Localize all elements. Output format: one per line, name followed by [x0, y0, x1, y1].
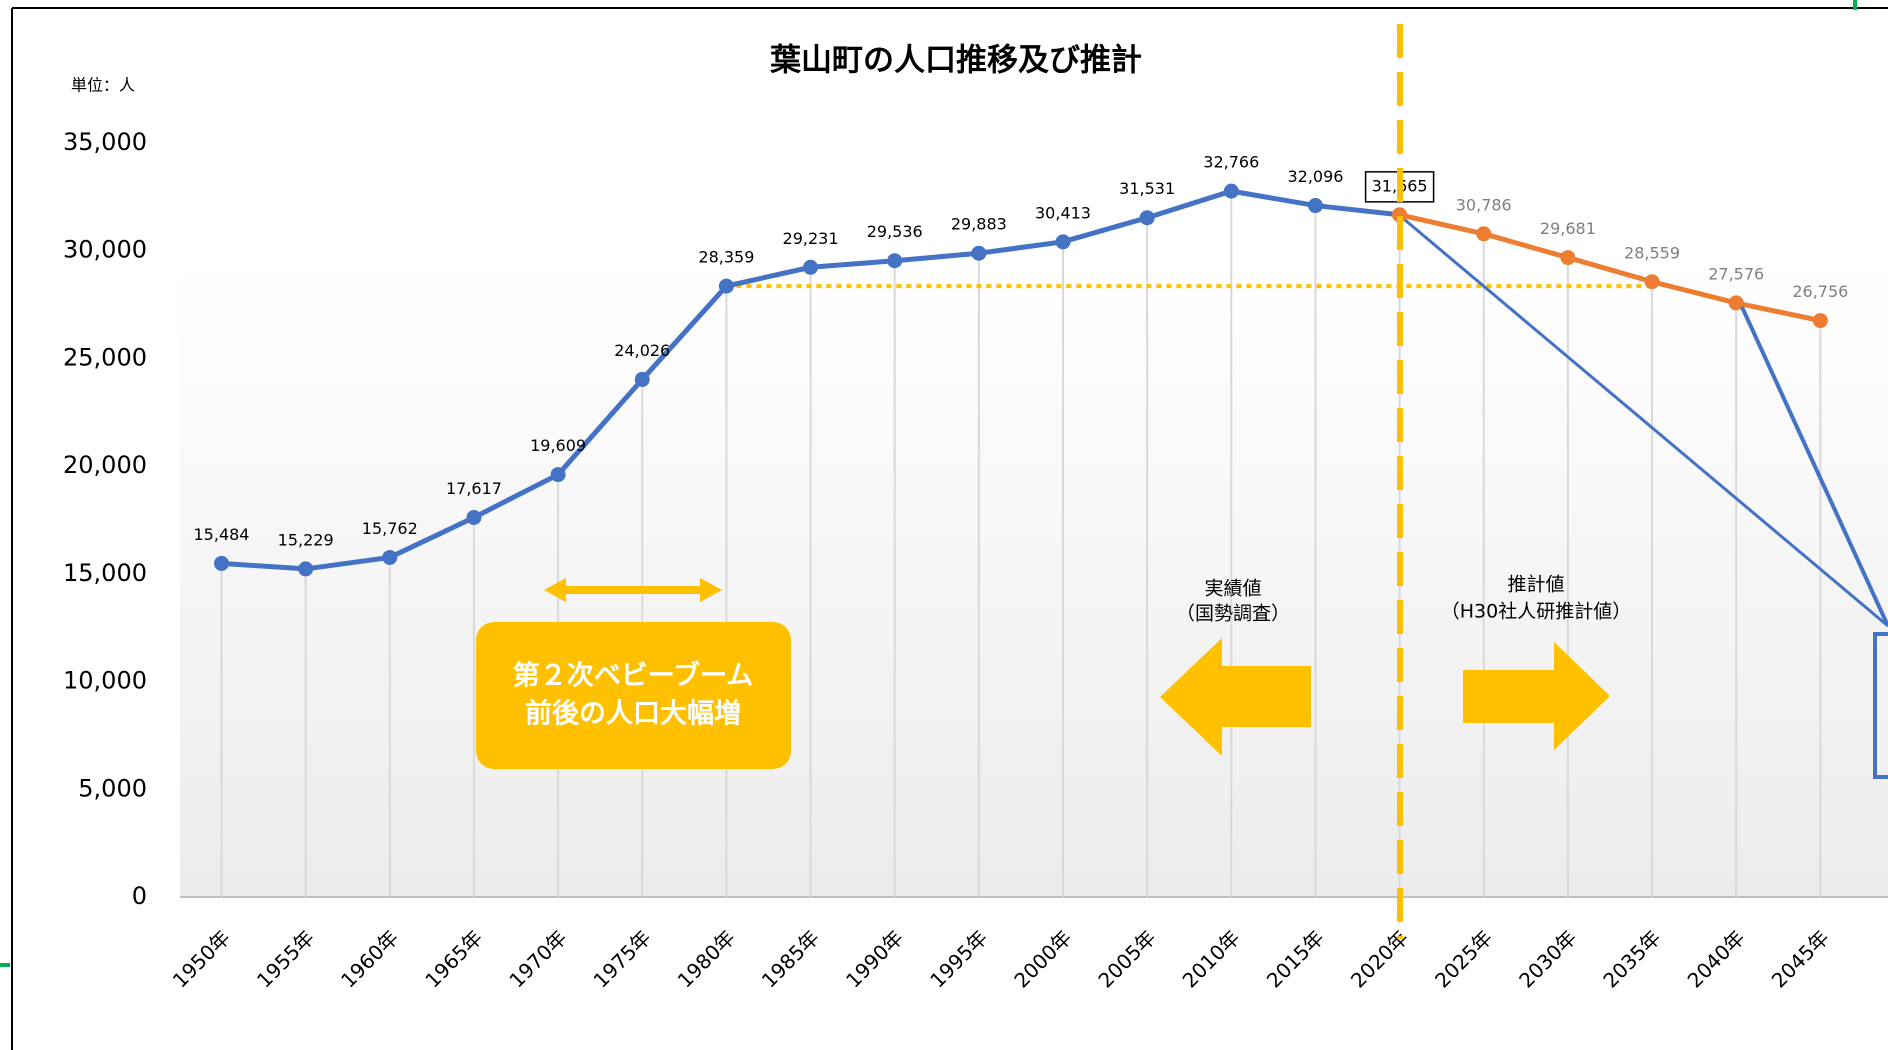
- data-label: 30,786: [1456, 195, 1512, 214]
- x-tick-label: 1950年: [168, 925, 235, 992]
- x-tick-label: 2005年: [1093, 925, 1160, 992]
- data-point: [1392, 207, 1408, 223]
- data-point: [634, 371, 650, 387]
- data-point: [382, 549, 398, 565]
- x-tick-label: 2015年: [1262, 925, 1329, 992]
- data-point: [1728, 295, 1744, 311]
- callout-line: [1740, 306, 1888, 627]
- y-tick-label: 0: [132, 882, 147, 910]
- y-tick-label: 30,000: [63, 236, 147, 264]
- data-label: 29,681: [1540, 219, 1596, 238]
- x-tick-label: 1960年: [336, 925, 403, 992]
- data-label: 19,609: [530, 436, 586, 455]
- data-point: [466, 509, 482, 525]
- annotation-text: 実績値: [1204, 578, 1261, 600]
- data-point: [718, 278, 734, 294]
- data-label: 32,766: [1203, 153, 1259, 172]
- data-label: 15,762: [362, 519, 418, 538]
- data-point: [1139, 210, 1155, 226]
- x-tick-label: 2045年: [1767, 925, 1834, 992]
- x-tick-label: 1965年: [420, 925, 487, 992]
- x-tick-label: 1995年: [925, 925, 992, 992]
- data-label: 29,536: [867, 222, 923, 241]
- x-tick-label: 1975年: [589, 925, 656, 992]
- data-label: 27,576: [1708, 264, 1764, 283]
- callout-box: [1873, 632, 1888, 779]
- left-arrow: [1160, 638, 1311, 756]
- x-tick-label: 1985年: [757, 925, 824, 992]
- x-tick-label: 1980年: [673, 925, 740, 992]
- double-arrow: [544, 578, 722, 602]
- y-tick-label: 15,000: [63, 559, 147, 587]
- data-label: 15,484: [194, 525, 250, 544]
- data-point: [214, 555, 229, 571]
- y-tick-label: 35,000: [63, 128, 147, 156]
- data-label: 28,359: [698, 248, 754, 267]
- y-tick-label: 5,000: [78, 774, 147, 802]
- chart-title: 葉山町の人口推移及び推計: [769, 43, 1142, 79]
- y-tick-label: 25,000: [63, 343, 147, 371]
- x-tick-label: 1990年: [841, 925, 908, 992]
- plot-background: [180, 260, 1888, 897]
- annotation-text: （H30社人研推計値）: [1441, 601, 1631, 623]
- y-tick-label: 10,000: [63, 667, 147, 695]
- data-point: [1476, 226, 1492, 242]
- data-point: [1223, 183, 1239, 199]
- right-arrow: [1463, 642, 1610, 750]
- data-point: [1307, 198, 1323, 214]
- annotation-text: 第２次ベビーブーム: [513, 660, 754, 692]
- data-label: 29,883: [951, 215, 1007, 234]
- annotation-text: （国勢調査）: [1176, 603, 1290, 625]
- data-label: 30,413: [1035, 203, 1091, 222]
- data-label: 31,531: [1119, 179, 1175, 198]
- x-tick-label: 2010年: [1178, 925, 1245, 992]
- data-point: [1055, 234, 1071, 250]
- data-point: [1560, 250, 1576, 266]
- x-tick-label: 2020年: [1346, 925, 1413, 992]
- x-tick-label: 1970年: [504, 925, 571, 992]
- unit-label: 単位：人: [71, 76, 135, 95]
- x-tick-label: 2030年: [1514, 925, 1581, 992]
- x-tick-label: 2025年: [1430, 925, 1497, 992]
- data-label: 28,559: [1624, 243, 1680, 262]
- data-point: [803, 259, 819, 275]
- data-label: 29,231: [783, 229, 839, 248]
- data-point: [971, 245, 987, 261]
- data-point: [1812, 313, 1828, 329]
- annotation-text: 前後の人口大幅増: [525, 698, 741, 730]
- data-label: 26,756: [1792, 282, 1848, 301]
- y-tick-label: 20,000: [63, 451, 147, 479]
- data-point: [550, 467, 566, 483]
- x-tick-label: 2000年: [1009, 925, 1076, 992]
- data-point: [887, 253, 903, 269]
- series-line: [1399, 212, 1821, 324]
- x-tick-label: 2040年: [1683, 925, 1750, 992]
- data-label: 24,026: [614, 341, 670, 360]
- annotation-box: [476, 622, 791, 769]
- callout-line: [1404, 218, 1888, 628]
- x-tick-label: 1955年: [252, 925, 319, 992]
- data-label: 32,096: [1287, 167, 1343, 186]
- data-label: 15,229: [278, 530, 334, 549]
- data-point: [1644, 274, 1660, 290]
- data-point: [298, 561, 314, 577]
- x-tick-label: 2035年: [1598, 925, 1665, 992]
- data-label: 17,617: [446, 479, 502, 498]
- annotation-text: 推計値: [1507, 574, 1564, 596]
